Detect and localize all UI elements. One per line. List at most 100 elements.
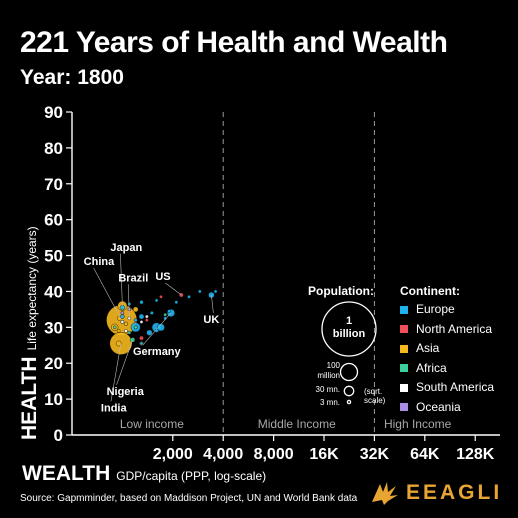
x-tick-label: 16K [309, 446, 339, 463]
population-size-circle [343, 385, 355, 397]
population-size-label: 100 million [300, 361, 340, 381]
brand-logo: EEAGLI [370, 480, 502, 506]
continent-legend-title: Continent: [400, 284, 460, 298]
population-size-circle [321, 301, 377, 357]
x-tick-label: 8,000 [254, 446, 294, 463]
income-band-label: High Income [384, 417, 452, 431]
y-tick-label: 10 [44, 390, 63, 409]
legend-label: North America [416, 321, 493, 336]
country-label-brazil: Brazil [118, 272, 148, 284]
country-label-japan: Japan [110, 242, 142, 254]
country-label-us: US [155, 271, 170, 283]
bubble-czechia [149, 311, 154, 315]
bubble-peru [124, 329, 128, 333]
legend-item-oceania: Oceania [400, 400, 461, 414]
legend-swatch [400, 305, 408, 314]
label-leader-line [110, 343, 122, 402]
y-axis-label: HEALTH Life expectancy (years) [18, 226, 42, 440]
y-tick-label: 40 [44, 282, 63, 301]
bubble-south-africa [163, 312, 167, 317]
bubble-ireland [139, 300, 144, 305]
population-size-label: 3 mn. [300, 398, 340, 408]
axis-ticks-layer: 0 10 20 30 40 50 60 70 80 90 2,000 4,000 8,000 16K 32K… [44, 103, 495, 463]
y-tick-label: 70 [44, 175, 63, 194]
legend-label: Oceania [416, 399, 461, 414]
bubble-cuba [145, 318, 149, 322]
legend-swatch [400, 383, 408, 392]
bubble-italy [157, 323, 165, 332]
bubble-poland [138, 313, 145, 320]
x-tick-label: 32K [360, 446, 390, 463]
country-label-germany: Germany [133, 346, 182, 358]
bubble-canada [159, 295, 163, 299]
population-size-label-line: billion [332, 328, 366, 340]
bubble-mexico [139, 335, 144, 341]
population-size-label-line: 30 mn. [315, 385, 340, 394]
bubble-philippines [116, 329, 121, 333]
income-band-label: Middle Income [258, 417, 336, 431]
population-size-circle [339, 362, 359, 382]
legend-layer [321, 301, 377, 405]
bubble-chile [139, 320, 144, 324]
y-axis-title: HEALTH [18, 356, 41, 440]
bubble-spain [146, 329, 153, 336]
legend-item-asia: Asia [400, 341, 439, 355]
bubble-austria [167, 309, 171, 313]
x-tick-label: 64K [410, 446, 440, 463]
y-tick-label: 0 [54, 426, 63, 445]
y-tick-label: 20 [44, 354, 63, 373]
population-size-label: 30 mn. [300, 385, 340, 395]
country-label-china: China [84, 256, 115, 268]
y-tick-label: 80 [44, 139, 63, 158]
bubble-colombia [120, 320, 125, 324]
income-band-label: Low income [120, 417, 184, 431]
population-size-label-line: million [317, 371, 340, 380]
bubble-netherlands [213, 289, 218, 294]
bubble-switzerland [187, 295, 191, 299]
bubbles-layer [106, 289, 218, 355]
bubble-romania [120, 314, 125, 319]
y-tick-label: 30 [44, 318, 63, 337]
y-axis-note: Life expectancy (years) [25, 226, 39, 351]
y-tick-label: 90 [44, 103, 63, 122]
x-axis-title: WEALTH [22, 462, 111, 485]
population-size-label-line: 3 mn. [319, 398, 340, 407]
x-tick-label: 128K [456, 446, 495, 463]
label-leader-line [120, 253, 123, 306]
population-legend-title: Population: [308, 284, 374, 298]
bubble-hungary [133, 318, 138, 323]
logo-text: EEAGLI [406, 481, 503, 504]
bubble-turkey [132, 306, 139, 313]
label-leader-line [128, 284, 130, 319]
legend-label: Asia [416, 341, 440, 355]
source-note: Source: Gapmminder, based on Maddison Pr… [20, 493, 358, 504]
bubble-morocco [127, 330, 132, 335]
bubble-ukraine [119, 304, 126, 311]
x-tick-label: 2,000 [153, 446, 193, 463]
population-size-circle [346, 399, 352, 405]
legend-swatch [400, 364, 408, 373]
legend-swatch [400, 344, 408, 353]
legend-item-south-america: South America [400, 380, 494, 394]
bubble-norway [154, 298, 159, 303]
bubble-egypt [133, 325, 138, 330]
country-label-india: India [101, 402, 128, 414]
chart-title: 221 Years of Health and Wealth [20, 26, 448, 59]
population-scale-note: (sqrt. scale) [364, 387, 385, 405]
country-label-nigeria: Nigeria [107, 386, 145, 398]
legend-item-north-america: North America [400, 322, 492, 336]
bubble-ethiopia [112, 325, 117, 330]
bubble-argentina [145, 314, 149, 319]
label-leader-line [93, 268, 122, 321]
bubble-belgium [198, 289, 202, 294]
labels-layer: China India Japan US Brazil UK Germany Nigeria [84, 242, 220, 415]
bubble-denmark [174, 300, 179, 305]
y-tick-label: 60 [44, 211, 63, 230]
legend-label: Africa [416, 360, 447, 375]
population-size-label: 1 billion [329, 315, 369, 341]
population-scale-note-line: (sqrt. [364, 387, 383, 396]
legend-swatch [400, 403, 408, 412]
legend-item-africa: Africa [400, 361, 447, 375]
bubble-greece [139, 341, 144, 346]
